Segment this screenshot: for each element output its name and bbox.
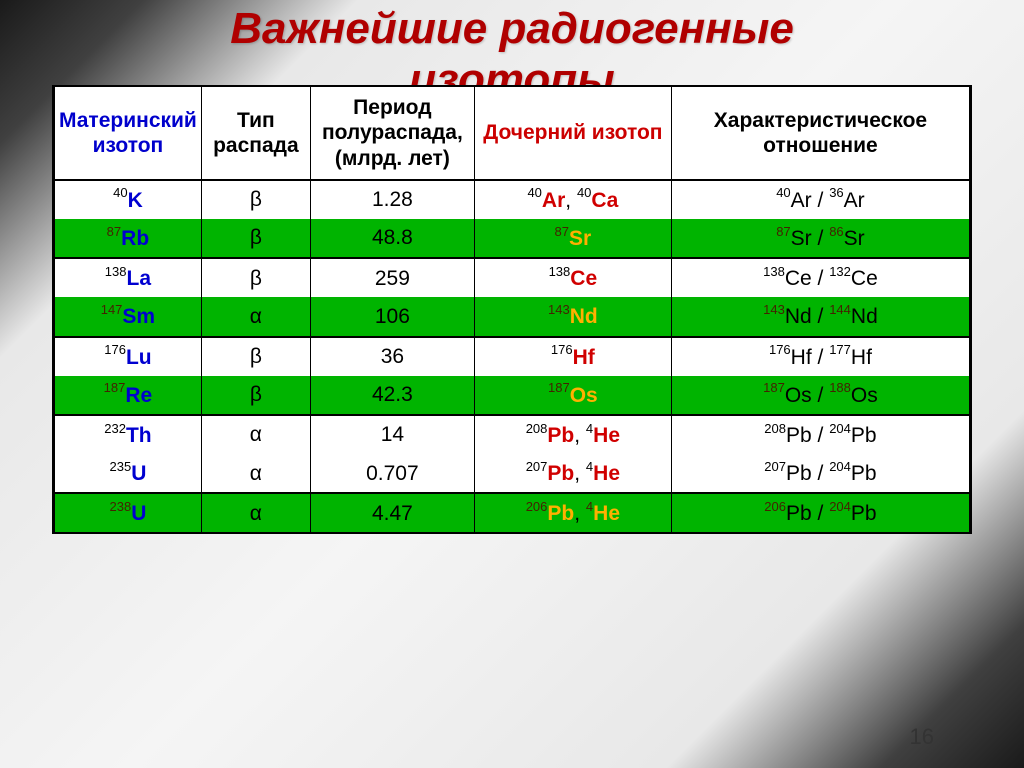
cell-halflife: 42.3 [310,376,474,415]
cell-ratio: 176Hf / 177Hf [671,337,969,376]
table-row: 232Thα14208Pb, 4He208Pb / 204Pb [55,415,970,454]
table-row: 40Kβ1.2840Ar, 40Ca40Ar / 36Ar [55,180,970,219]
table-row: 138Laβ259138Ce138Ce / 132Ce [55,258,970,297]
header-halflife: Период полураспада, (млрд. лет) [310,87,474,180]
cell-decay: β [201,337,310,376]
table-header-row: Материнский изотоп Тип распада Период по… [55,87,970,180]
cell-ratio: 207Pb / 204Pb [671,454,969,493]
header-daughter: Дочерний изотоп [474,87,671,180]
cell-decay: α [201,297,310,336]
cell-halflife: 1.28 [310,180,474,219]
cell-ratio: 143Nd / 144Nd [671,297,969,336]
cell-ratio: 138Ce / 132Ce [671,258,969,297]
table-row: 187Reβ42.3187Os187Os / 188Os [55,376,970,415]
cell-daughter: 207Pb, 4He [474,454,671,493]
cell-ratio: 87Sr / 86Sr [671,219,969,258]
cell-parent: 232Th [55,415,202,454]
cell-ratio: 187Os / 188Os [671,376,969,415]
cell-halflife: 259 [310,258,474,297]
cell-halflife: 36 [310,337,474,376]
cell-decay: α [201,415,310,454]
cell-daughter: 208Pb, 4He [474,415,671,454]
header-parent: Материнский изотоп [55,87,202,180]
cell-daughter: 206Pb, 4He [474,493,671,532]
cell-decay: β [201,376,310,415]
cell-parent: 176Lu [55,337,202,376]
cell-decay: β [201,219,310,258]
page-number: 16 [910,724,934,750]
cell-parent: 147Sm [55,297,202,336]
cell-parent: 138La [55,258,202,297]
header-ratio: Характеристическое отношение [671,87,969,180]
cell-decay: α [201,493,310,532]
table-row: 238Uα4.47206Pb, 4He206Pb / 204Pb [55,493,970,532]
table-row: 176Luβ36176Hf176Hf / 177Hf [55,337,970,376]
cell-daughter: 187Os [474,376,671,415]
cell-daughter: 143Nd [474,297,671,336]
isotope-table-container: Материнский изотоп Тип распада Период по… [52,85,972,534]
header-decay: Тип распада [201,87,310,180]
cell-daughter: 138Ce [474,258,671,297]
cell-halflife: 106 [310,297,474,336]
cell-decay: α [201,454,310,493]
cell-ratio: 206Pb / 204Pb [671,493,969,532]
cell-halflife: 14 [310,415,474,454]
cell-halflife: 0.707 [310,454,474,493]
cell-daughter: 40Ar, 40Ca [474,180,671,219]
cell-parent: 87Rb [55,219,202,258]
table-row: 147Smα106143Nd143Nd / 144Nd [55,297,970,336]
cell-halflife: 48.8 [310,219,474,258]
title-line-1: Важнейшие радиогенные [230,4,794,53]
table-row: 235Uα0.707207Pb, 4He207Pb / 204Pb [55,454,970,493]
cell-daughter: 87Sr [474,219,671,258]
table-body: 40Kβ1.2840Ar, 40Ca40Ar / 36Ar87Rbβ48.887… [55,180,970,533]
cell-ratio: 40Ar / 36Ar [671,180,969,219]
table-row: 87Rbβ48.887Sr87Sr / 86Sr [55,219,970,258]
cell-parent: 235U [55,454,202,493]
cell-parent: 238U [55,493,202,532]
cell-parent: 40K [55,180,202,219]
cell-ratio: 208Pb / 204Pb [671,415,969,454]
cell-parent: 187Re [55,376,202,415]
cell-decay: β [201,180,310,219]
isotope-table: Материнский изотоп Тип распада Период по… [54,87,970,532]
cell-halflife: 4.47 [310,493,474,532]
cell-decay: β [201,258,310,297]
cell-daughter: 176Hf [474,337,671,376]
